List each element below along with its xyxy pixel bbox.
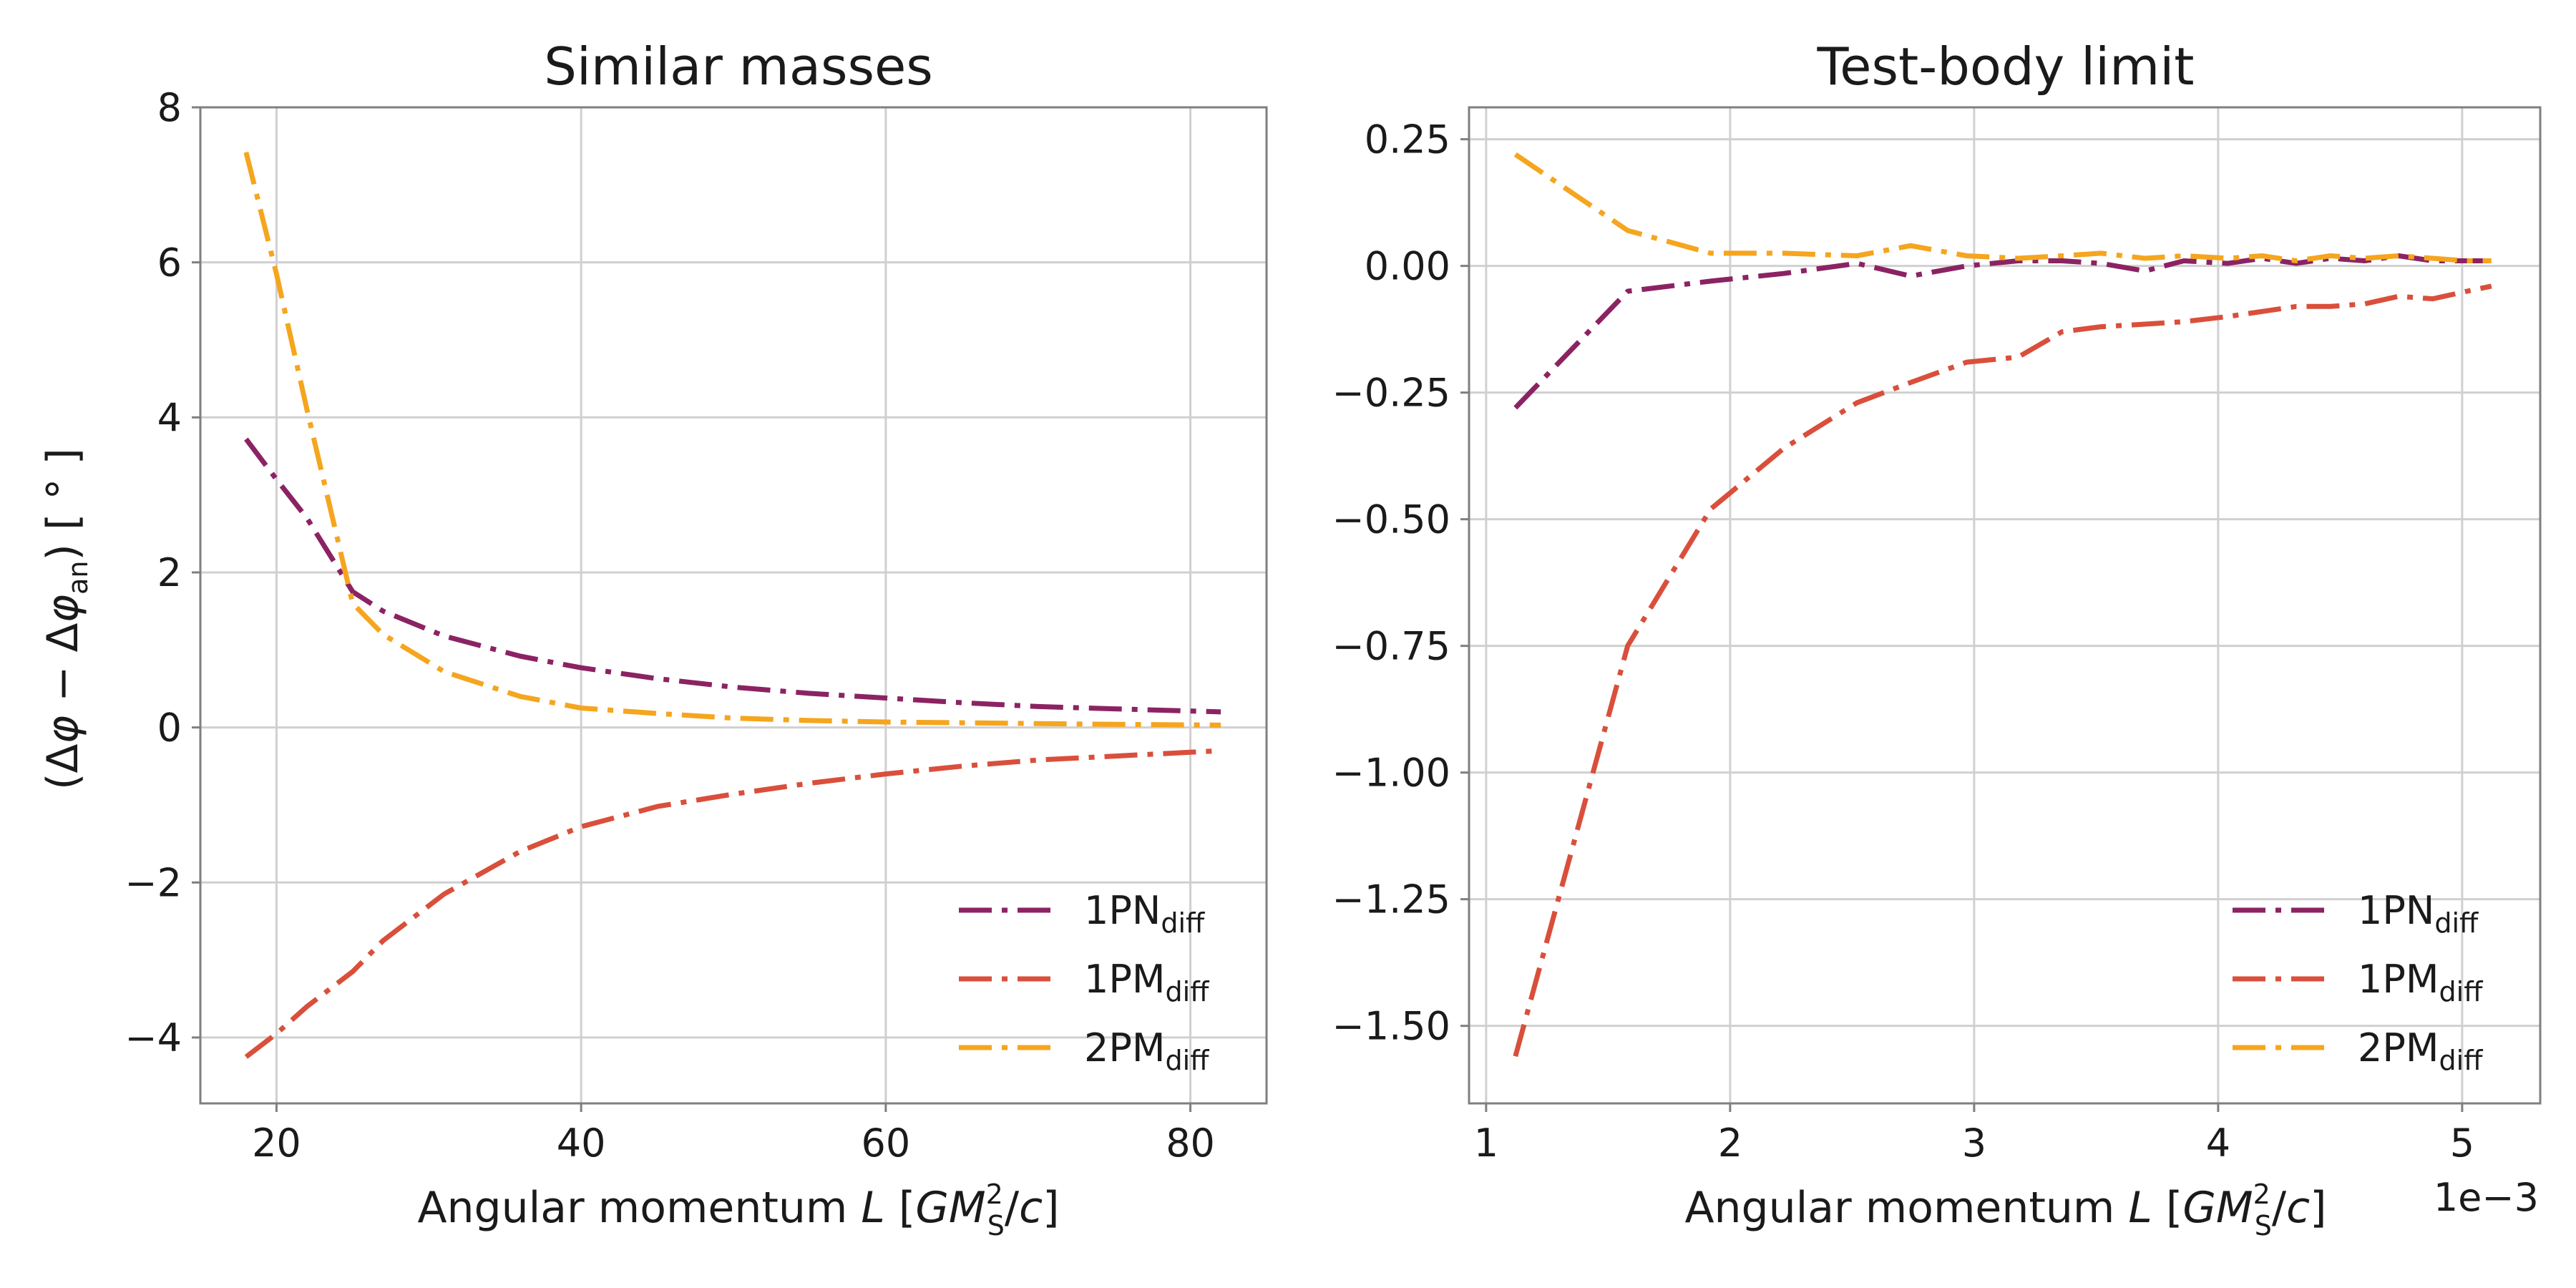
panel-test-body-limit: 1 2 3 4 5 0.25 0.00 −0.25 −0.50 −0.75 −1.00 −1.25 −1… (1332, 36, 2542, 1241)
x-tick-label: 80 (1166, 1121, 1215, 1166)
chart-title-similar-masses: Similar masses (544, 36, 933, 97)
x-tick-label: 1 (1474, 1121, 1498, 1166)
legend-label-1pn-diff: 1PNdiff (2358, 888, 2479, 939)
y-tick-label: −1.25 (1332, 877, 1450, 922)
series-line-1pm-diff (244, 748, 1221, 1059)
legend-label-2pm-diff: 2PMdiff (1084, 1025, 1209, 1076)
series-test-body-limit (1513, 152, 2492, 1058)
x-axis-label-test-body-limit: Angular momentum L [GM2 S/c] (1684, 1179, 2326, 1241)
y-tick-label: −0.25 (1332, 371, 1450, 416)
y-tick-label: 8 (157, 85, 182, 130)
legend-label-1pn-diff: 1PNdiff (1084, 888, 1205, 939)
y-tick-label: 4 (157, 395, 182, 440)
y-tick-label: −1.00 (1332, 751, 1450, 796)
y-tick-label: −0.50 (1332, 497, 1450, 542)
x-axis-multiplier-test-body-limit: 1e−3 (2434, 1175, 2539, 1220)
series-line-1pm-diff (1513, 283, 2492, 1058)
x-tick-label: 20 (252, 1121, 301, 1166)
axes-frame-similar-masses (199, 106, 1268, 1105)
legend-label-1pm-diff: 1PMdiff (1084, 957, 1209, 1008)
series-similar-masses (243, 151, 1221, 1059)
series-line-2pm-diff (1513, 152, 2492, 263)
y-tick-label: 0 (157, 706, 182, 751)
legend-label-2pm-diff: 2PMdiff (2358, 1025, 2483, 1076)
x-tick-label: 4 (2206, 1121, 2230, 1166)
grid-test-body-limit (1469, 107, 2540, 1103)
y-tick-label: 2 (157, 550, 182, 595)
series-line-1pn-diff (244, 437, 1221, 715)
ticks-test-body-limit: 1 2 3 4 5 0.25 0.00 −0.25 −0.50 −0.75 −1.00 −1.25 −1… (1332, 117, 2475, 1166)
series-line-2pm-diff (243, 151, 1221, 728)
y-tick-label: −4 (125, 1015, 182, 1060)
y-axis-label-similar-masses: (Δφ − Δφan) [ ° ] (38, 448, 94, 790)
legend-test-body-limit: 1PNdiff 1PMdiff 2PMdiff (2233, 888, 2483, 1076)
y-tick-label: 0.00 (1365, 244, 1450, 289)
y-tick-label: −1.50 (1332, 1004, 1450, 1049)
y-tick-label: 6 (157, 240, 182, 286)
x-tick-label: 2 (1718, 1121, 1742, 1166)
x-tick-label: 5 (2450, 1121, 2474, 1166)
axes-frame-test-body-limit (1468, 106, 2542, 1105)
x-tick-label: 60 (861, 1121, 910, 1166)
y-tick-label: 0.25 (1365, 117, 1450, 162)
x-tick-label: 3 (1962, 1121, 1986, 1166)
legend-similar-masses: 1PNdiff 1PMdiff 2PMdiff (959, 888, 1209, 1076)
chart-title-test-body-limit: Test-body limit (1816, 36, 2194, 97)
x-axis-label-similar-masses: Angular momentum L [GM2 S/c] (417, 1179, 1059, 1241)
y-tick-label: −0.75 (1332, 624, 1450, 669)
x-tick-label: 40 (557, 1121, 606, 1166)
y-tick-label: −2 (125, 860, 182, 905)
legend-label-1pm-diff: 1PMdiff (2358, 957, 2483, 1008)
